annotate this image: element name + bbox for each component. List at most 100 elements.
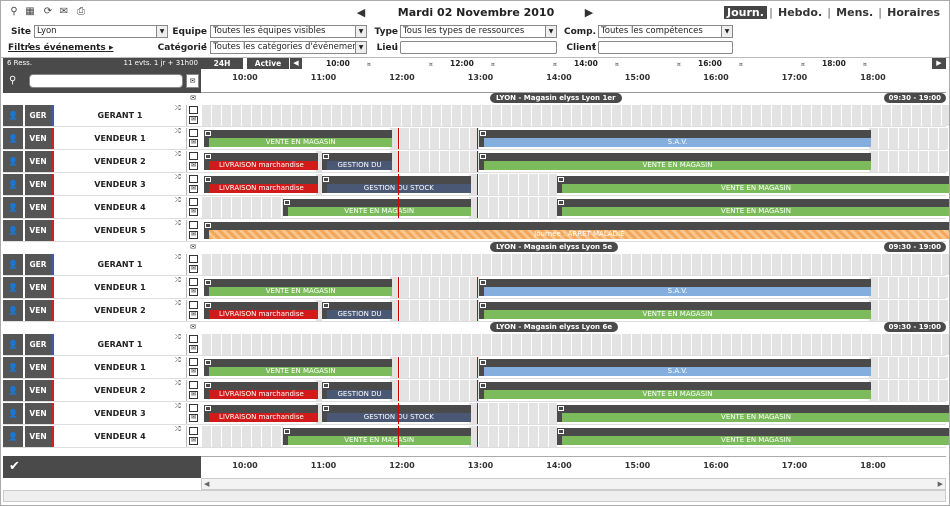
- email-icon[interactable]: ✉: [189, 208, 198, 216]
- schedule-event[interactable]: VENTE EN MAGASIN: [557, 199, 950, 216]
- shuffle-icon[interactable]: ⤮: [175, 299, 181, 307]
- person-icon[interactable]: 👤: [3, 151, 23, 172]
- email-icon[interactable]: ✉: [189, 139, 198, 147]
- categorie-select[interactable]: Toutes les catégories d'événements ▼: [210, 41, 367, 54]
- schedule-event[interactable]: VENTE EN MAGASIN: [204, 279, 393, 296]
- shuffle-icon[interactable]: ⤮: [175, 425, 181, 433]
- schedule-event[interactable]: VENTE EN MAGASIN: [204, 130, 393, 147]
- resource-name[interactable]: VENDEUR 2: [54, 151, 186, 172]
- email-icon[interactable]: ✉: [189, 368, 198, 376]
- schedule-event[interactable]: LIVRAISON marchandise: [204, 302, 318, 319]
- document-icon[interactable]: [189, 358, 198, 366]
- search-icon[interactable]: ⚲: [10, 6, 18, 17]
- shuffle-icon[interactable]: ⤮: [175, 379, 181, 387]
- resource-name[interactable]: GERANT 1: [54, 334, 186, 355]
- person-icon[interactable]: 👤: [3, 426, 23, 447]
- email-icon[interactable]: ✉: [189, 162, 198, 170]
- schedule-event[interactable]: VENTE EN MAGASIN: [282, 199, 471, 216]
- email-icon[interactable]: ✉: [189, 345, 198, 353]
- resource-search-input[interactable]: [29, 74, 183, 88]
- resource-name[interactable]: GERANT 1: [54, 105, 186, 126]
- document-icon[interactable]: [189, 175, 198, 183]
- view-day-link[interactable]: Journ.: [724, 6, 767, 19]
- resource-name[interactable]: VENDEUR 3: [54, 403, 186, 424]
- schedule-lane[interactable]: [201, 334, 950, 355]
- resource-name[interactable]: VENDEUR 1: [54, 277, 186, 298]
- resource-name[interactable]: VENDEUR 2: [54, 300, 186, 321]
- schedule-event[interactable]: S.A.V.: [478, 279, 872, 296]
- person-icon[interactable]: 👤: [3, 334, 23, 355]
- view-week-link[interactable]: Hebdo.: [777, 6, 823, 19]
- person-icon[interactable]: 👤: [3, 357, 23, 378]
- shuffle-icon[interactable]: ⤮: [175, 219, 181, 227]
- schedule-lane[interactable]: VENTE EN MAGASIN VENTE EN MAGASIN: [201, 426, 950, 447]
- person-icon[interactable]: 👤: [3, 300, 23, 321]
- email-icon[interactable]: ✉: [189, 311, 198, 319]
- email-icon[interactable]: ✉: [189, 185, 198, 193]
- comp-select[interactable]: Toutes les compétences ▼: [598, 25, 733, 38]
- email-icon[interactable]: ✉: [189, 437, 198, 445]
- equipe-select[interactable]: Toutes les équipes visibles ▼: [210, 25, 367, 38]
- person-icon[interactable]: 👤: [3, 105, 23, 126]
- email-icon[interactable]: ✉: [189, 231, 198, 239]
- schedule-lane[interactable]: LIVRAISON marchandise GESTION DU VENTE EN …: [201, 380, 950, 401]
- schedule-event[interactable]: GESTION DU: [321, 302, 393, 319]
- schedule-event[interactable]: LIVRAISON marchandise: [204, 153, 318, 170]
- schedule-event[interactable]: VENTE EN MAGASIN: [478, 302, 872, 319]
- resource-name[interactable]: VENDEUR 2: [54, 380, 186, 401]
- resource-name[interactable]: VENDEUR 4: [54, 426, 186, 447]
- resource-name[interactable]: VENDEUR 4: [54, 197, 186, 218]
- shuffle-icon[interactable]: ⤮: [175, 333, 181, 341]
- schedule-event[interactable]: VENTE EN MAGASIN: [557, 428, 950, 445]
- person-icon[interactable]: 👤: [3, 277, 23, 298]
- person-icon[interactable]: 👤: [3, 254, 23, 275]
- scroll-left-icon[interactable]: ◀: [290, 58, 302, 69]
- schedule-event[interactable]: LIVRAISON marchandise: [204, 405, 318, 422]
- person-icon[interactable]: 👤: [3, 128, 23, 149]
- schedule-event[interactable]: GESTION DU STOCK: [321, 176, 471, 193]
- schedule-lane[interactable]: LIVRAISON marchandise GESTION DU STOCK VEN…: [201, 174, 950, 195]
- person-icon[interactable]: 👤: [3, 220, 23, 241]
- schedule-event[interactable]: LIVRAISON marchandise: [204, 382, 318, 399]
- refresh-icon[interactable]: ⟳: [43, 6, 53, 17]
- resource-name[interactable]: VENDEUR 1: [54, 357, 186, 378]
- schedule-event[interactable]: VENTE EN MAGASIN: [478, 382, 872, 399]
- schedule-event[interactable]: VENTE EN MAGASIN: [557, 405, 950, 422]
- filter-events-toggle[interactable]: Filtres événements ▸: [8, 41, 113, 55]
- check-icon[interactable]: ✔: [9, 459, 20, 474]
- schedule-event[interactable]: GESTION DU: [321, 153, 393, 170]
- site-select[interactable]: Lyon ▼: [34, 25, 168, 38]
- shuffle-icon[interactable]: ⤮: [175, 173, 181, 181]
- email-icon[interactable]: ✉: [189, 391, 198, 399]
- email-icon[interactable]: ✉: [186, 74, 199, 88]
- document-icon[interactable]: [189, 404, 198, 412]
- shuffle-icon[interactable]: ⤮: [175, 104, 181, 112]
- document-icon[interactable]: [189, 381, 198, 389]
- schedule-lane[interactable]: [201, 105, 950, 126]
- scroll-right-icon[interactable]: ▶: [937, 480, 943, 488]
- resource-name[interactable]: GERANT 1: [54, 254, 186, 275]
- schedule-event[interactable]: GESTION DU: [321, 382, 393, 399]
- shuffle-icon[interactable]: ⤮: [175, 150, 181, 158]
- document-icon[interactable]: [189, 427, 198, 435]
- document-icon[interactable]: [189, 278, 198, 286]
- email-icon[interactable]: ✉: [186, 322, 200, 333]
- document-icon[interactable]: [189, 198, 198, 206]
- shuffle-icon[interactable]: ⤮: [175, 276, 181, 284]
- schedule-event[interactable]: GESTION DU STOCK: [321, 405, 471, 422]
- shuffle-icon[interactable]: ⤮: [175, 402, 181, 410]
- prev-day-arrow-icon[interactable]: ◀: [356, 6, 366, 19]
- print-icon[interactable]: ⎙: [77, 6, 85, 17]
- view-schedule-link[interactable]: Horaires: [887, 6, 940, 19]
- resource-name[interactable]: VENDEUR 5: [54, 220, 186, 241]
- schedule-event[interactable]: VENTE EN MAGASIN: [557, 176, 950, 193]
- email-icon[interactable]: ✉: [59, 6, 69, 17]
- person-icon[interactable]: 👤: [3, 197, 23, 218]
- range-24h-button[interactable]: 24H: [201, 58, 243, 69]
- document-icon[interactable]: [189, 106, 198, 114]
- schedule-lane[interactable]: [201, 254, 950, 275]
- schedule-lane[interactable]: VENTE EN MAGASIN VENTE EN MAGASIN: [201, 197, 950, 218]
- type-select[interactable]: Tous les types de ressources ▼: [400, 25, 557, 38]
- schedule-event[interactable]: VENTE EN MAGASIN: [478, 153, 872, 170]
- person-icon[interactable]: 👤: [3, 403, 23, 424]
